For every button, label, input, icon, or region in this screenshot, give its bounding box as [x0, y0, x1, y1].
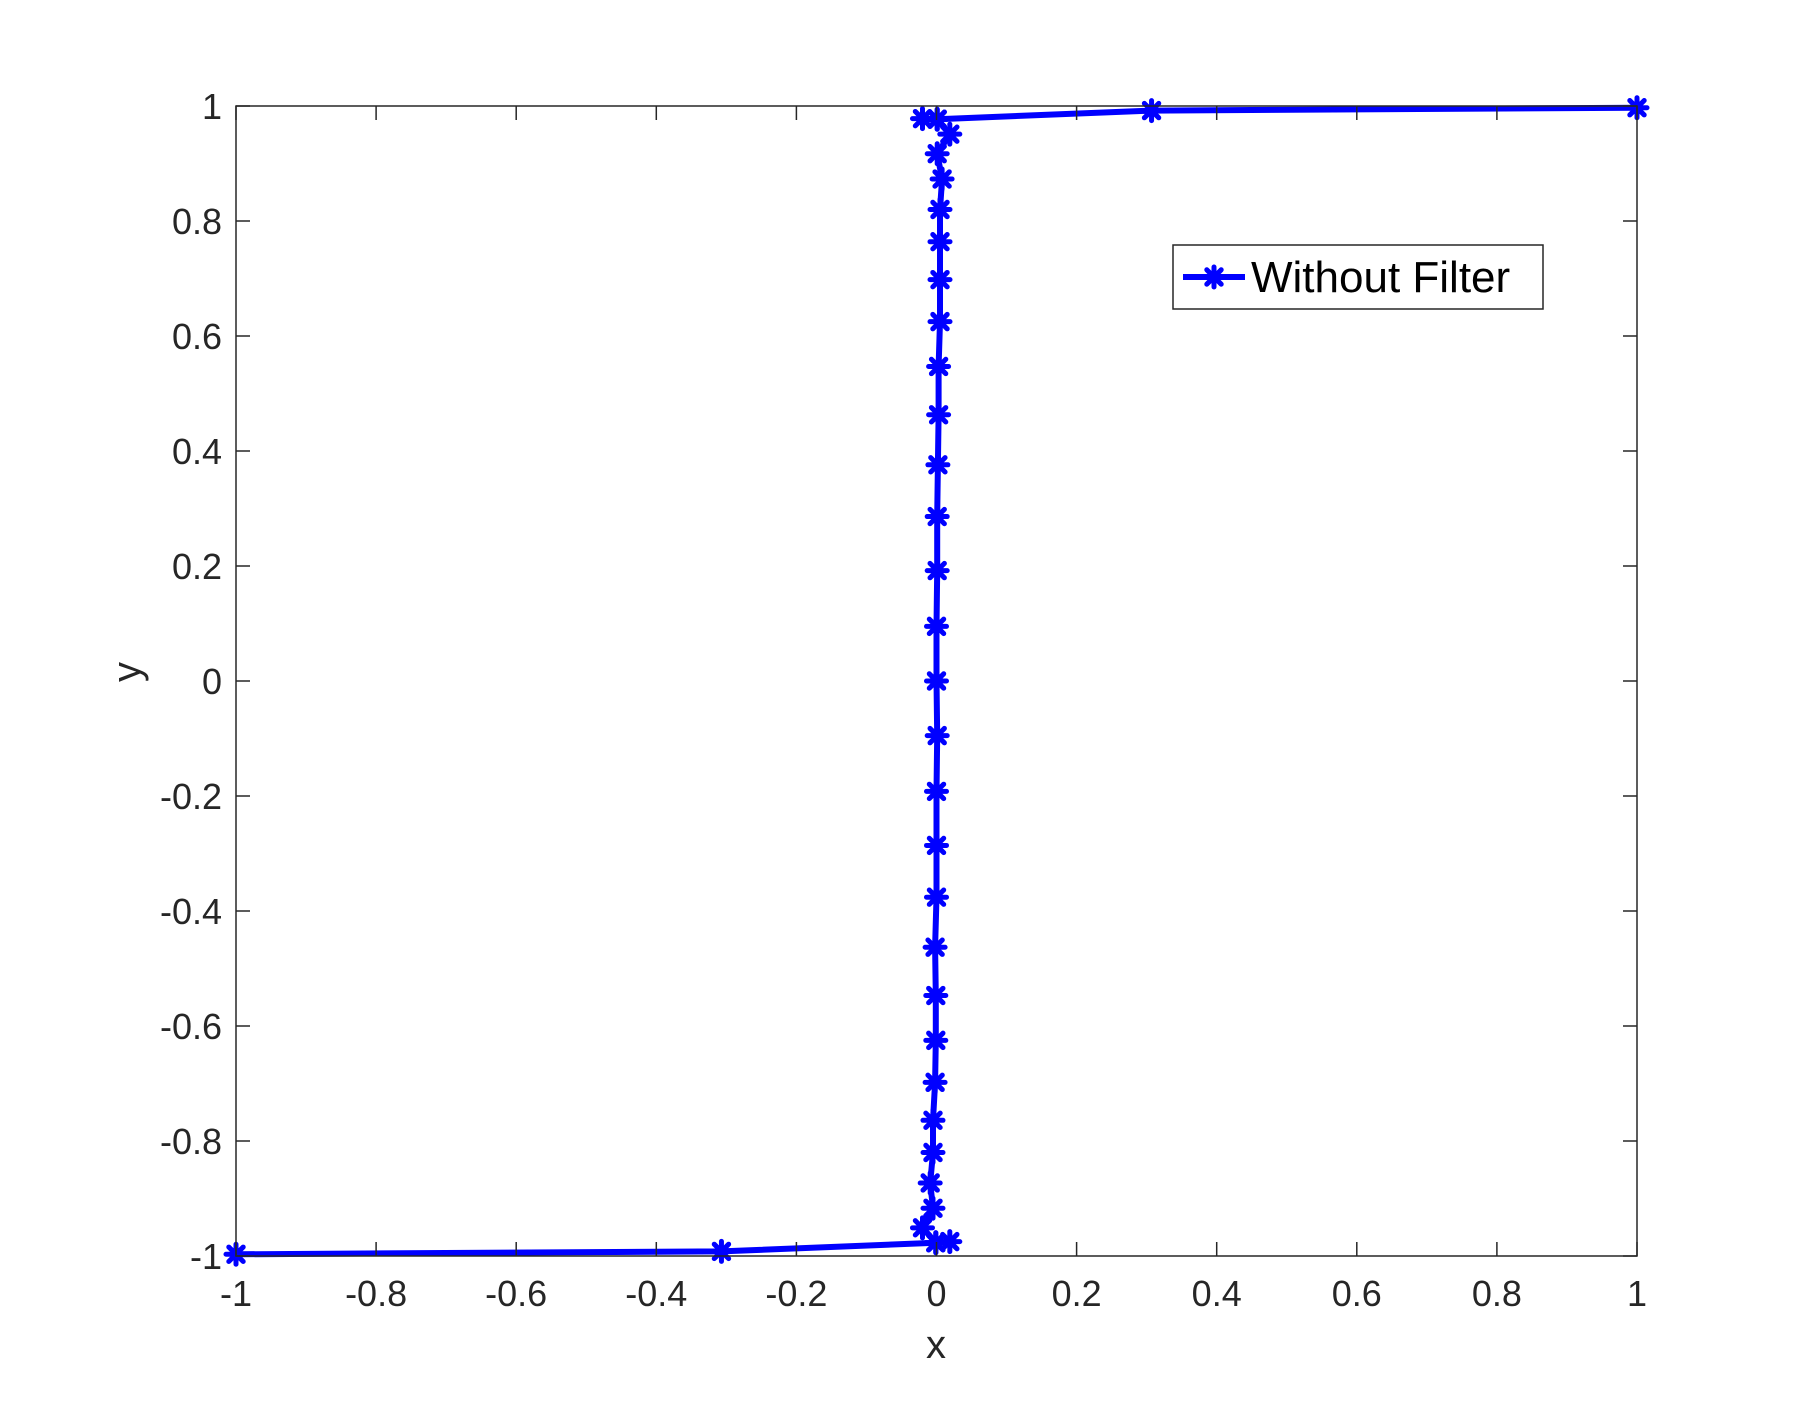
data-point-0-28	[924, 141, 950, 167]
data-point-0-9	[923, 1027, 949, 1053]
data-point-0-23	[927, 309, 953, 335]
y-tick-label: -0.6	[160, 1006, 222, 1047]
y-tick-label: -0.4	[160, 891, 222, 932]
data-point-2-1	[937, 1229, 963, 1255]
data-point-0-18	[924, 558, 950, 584]
x-tick-label: 0.8	[1472, 1273, 1522, 1314]
data-point-0-12	[924, 884, 949, 910]
x-tick-label: -0.8	[345, 1273, 407, 1314]
data-point-1-1	[909, 106, 935, 132]
x-tick-label: 0.6	[1332, 1273, 1382, 1314]
axes-layer: -1 -0.8 -0.6 -0.4 -0.2 0 0.2 0.4 0.6 0.8 1 -1 -0.8 -0…	[160, 86, 1647, 1314]
data-point-0-31	[1139, 98, 1165, 124]
y-tick-label: 0	[202, 661, 222, 702]
series-1	[909, 106, 950, 132]
x-tick-label: -0.4	[625, 1273, 687, 1314]
x-tick-label: 0	[926, 1273, 946, 1314]
data-point-0-7	[920, 1107, 946, 1133]
x-axis-label: x	[926, 1323, 946, 1367]
legend-marker	[1201, 264, 1227, 290]
y-tick-label: 0.8	[172, 201, 222, 242]
data-point-0-25	[927, 229, 953, 255]
data-point-0-3	[909, 1215, 935, 1241]
data-point-0-16	[924, 668, 949, 694]
legend: Without Filter	[1172, 244, 1544, 310]
y-axis-label: y	[105, 662, 149, 682]
data-point-0-8	[922, 1069, 948, 1095]
data-point-0-17	[924, 613, 949, 639]
x-tick-label: 1	[1627, 1273, 1647, 1314]
y-tick-label: 0.4	[172, 431, 222, 472]
x-tick-label: -0.2	[765, 1273, 827, 1314]
data-point-0-15	[924, 723, 950, 749]
data-point-0-21	[926, 402, 952, 428]
data-point-0-10	[923, 983, 949, 1009]
data-point-0-4	[920, 1195, 946, 1221]
legend-entry-label: Without Filter	[1251, 253, 1510, 302]
data-point-0-20	[925, 452, 951, 478]
x-tick-label: 0.2	[1052, 1273, 1102, 1314]
data-point-0-22	[926, 353, 952, 379]
data-point-0-24	[927, 267, 953, 293]
data-point-0-5	[917, 1170, 943, 1196]
data-point-0-1	[708, 1238, 734, 1264]
x-tick-label: 0.4	[1192, 1273, 1242, 1314]
y-tick-label: -0.2	[160, 776, 222, 817]
x-tick-label: -1	[220, 1273, 252, 1314]
data-point-0-14	[924, 778, 949, 804]
y-tick-label: 1	[202, 86, 222, 127]
y-tick-label: 0.2	[172, 546, 222, 587]
y-tick-label: -0.8	[160, 1121, 222, 1162]
y-tick-label: -1	[190, 1236, 222, 1277]
x-tick-label: -0.6	[485, 1273, 547, 1314]
data-point-0-29	[937, 121, 963, 147]
data-point-0-13	[924, 832, 949, 858]
data-point-0-27	[929, 166, 955, 192]
y-tick-label: 0.6	[172, 316, 222, 357]
data-point-0-6	[920, 1140, 946, 1165]
data-point-0-26	[927, 197, 953, 222]
series-2	[923, 1229, 963, 1256]
data-point-0-19	[924, 504, 950, 530]
data-point-0-11	[922, 934, 948, 960]
